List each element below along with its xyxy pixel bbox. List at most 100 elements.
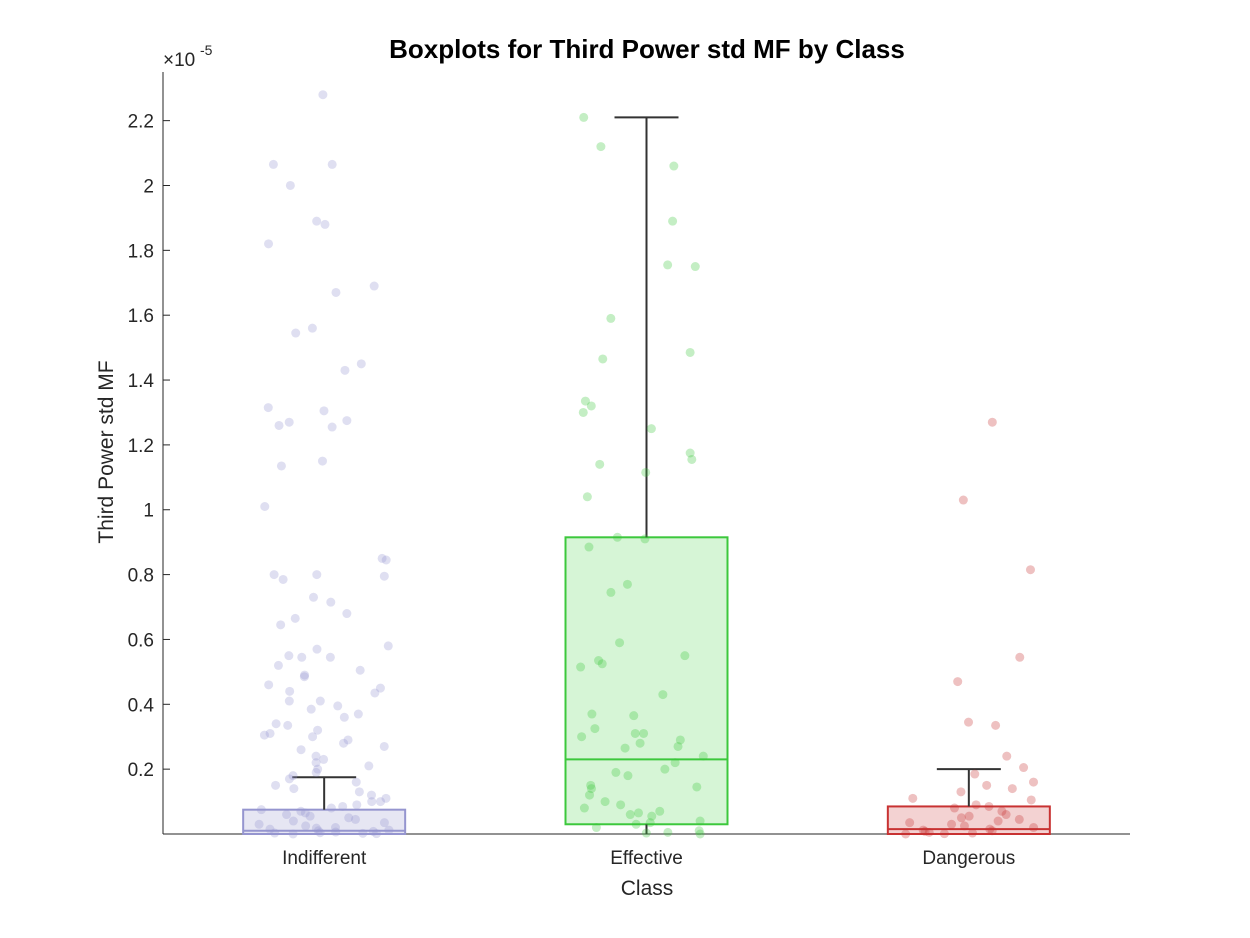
data-point-effective (580, 396, 590, 406)
data-point-effective (646, 424, 656, 434)
data-point-dangerous (920, 826, 930, 836)
data-point-effective (612, 532, 622, 542)
data-point-effective (625, 810, 635, 820)
plot-area: 0.2 0.4 0.6 0.8 1 1.2 1.4 1.6 1.8 2 2.2 Indifferent… (128, 72, 1130, 869)
data-point-indifferent (259, 730, 269, 740)
data-point-effective (670, 758, 680, 768)
data-point-indifferent (284, 417, 294, 427)
data-point-indifferent (350, 814, 360, 824)
data-point-indifferent (318, 90, 328, 100)
data-point-indifferent (317, 456, 327, 466)
y-tick-label: 0.4 (128, 695, 155, 716)
data-point-indifferent (284, 651, 294, 661)
data-point-indifferent (284, 696, 294, 706)
data-point-indifferent (375, 683, 385, 693)
data-point-indifferent (296, 806, 306, 816)
data-point-indifferent (300, 670, 310, 680)
data-point-dangerous (987, 417, 997, 427)
data-point-effective (598, 354, 608, 364)
data-point-dangerous (987, 826, 997, 836)
data-point-effective (658, 690, 668, 700)
data-point-dangerous (1007, 784, 1017, 794)
data-point-dangerous (956, 813, 966, 823)
data-point-indifferent (326, 597, 336, 607)
data-point-indifferent (313, 725, 323, 735)
data-point-effective (577, 732, 587, 742)
data-point-dangerous (1025, 565, 1035, 575)
data-point-indifferent (379, 741, 389, 751)
data-point-indifferent (342, 416, 352, 426)
data-point-indifferent (330, 823, 340, 833)
data-point-dangerous (959, 821, 969, 831)
data-point-indifferent (311, 823, 321, 833)
data-point-indifferent (381, 793, 391, 803)
data-point-dangerous (956, 787, 966, 797)
y-tick-label: 2 (143, 176, 154, 197)
y-tick-label: 1 (143, 501, 154, 522)
data-point-indifferent (263, 403, 273, 413)
data-point-effective (623, 771, 633, 781)
data-point-indifferent (315, 696, 325, 706)
data-point-indifferent (331, 287, 341, 297)
data-point-indifferent (364, 761, 374, 771)
data-point-indifferent (355, 665, 365, 675)
data-point-dangerous (985, 824, 995, 834)
data-point-dangerous (1029, 823, 1039, 833)
data-point-effective (606, 313, 616, 323)
data-point-indifferent (289, 784, 299, 794)
data-point-effective (673, 741, 683, 751)
data-point-indifferent (354, 787, 364, 797)
data-point-indifferent (352, 800, 362, 810)
data-point-indifferent (305, 811, 315, 821)
data-point-indifferent (376, 797, 386, 807)
data-point-indifferent (327, 422, 337, 432)
data-point-indifferent (283, 720, 293, 730)
data-point-effective (600, 797, 610, 807)
chart-title: Boxplots for Third Power std MF by Class (389, 34, 905, 64)
y-tick-label: 1.8 (128, 241, 154, 262)
data-point-dangerous (967, 828, 977, 838)
data-point-effective (631, 819, 641, 829)
data-point-dangerous (908, 793, 918, 803)
data-point-effective (647, 811, 657, 821)
data-point-effective (641, 467, 651, 477)
data-point-dangerous (918, 825, 928, 835)
data-point-indifferent (278, 574, 288, 584)
data-point-effective (595, 459, 605, 469)
data-point-effective (584, 542, 594, 552)
data-point-indifferent (299, 672, 309, 682)
data-point-indifferent (301, 821, 311, 831)
data-point-effective (597, 659, 607, 669)
y-tick-label: 0.2 (128, 760, 154, 781)
y-tick-label: 1.2 (128, 436, 154, 457)
data-point-effective (585, 790, 595, 800)
data-point-indifferent (315, 828, 325, 838)
data-point-indifferent (313, 764, 323, 774)
data-point-indifferent (338, 801, 348, 811)
data-point-dangerous (1019, 763, 1029, 773)
data-point-indifferent (276, 620, 286, 630)
data-point-indifferent (270, 828, 280, 838)
data-point-indifferent (306, 704, 316, 714)
data-point-dangerous (984, 801, 994, 811)
data-point-effective (675, 735, 685, 745)
data-point-effective (692, 782, 702, 792)
data-point-effective (645, 818, 655, 828)
data-point-effective (587, 709, 597, 719)
data-point-effective (663, 260, 673, 270)
data-point-indifferent (333, 701, 343, 711)
data-point-indifferent (384, 825, 394, 835)
data-point-effective (690, 262, 700, 272)
data-point-dangerous (924, 827, 934, 837)
data-point-indifferent (325, 652, 335, 662)
y-axis-exponent: ×10 -5 (163, 42, 213, 71)
data-point-effective (685, 347, 695, 357)
data-point-indifferent (340, 365, 350, 375)
data-point-effective (582, 492, 592, 502)
data-point-indifferent (288, 771, 298, 781)
data-point-indifferent (377, 553, 387, 563)
data-point-effective (695, 816, 705, 826)
data-point-dangerous (982, 780, 992, 790)
data-point-indifferent (342, 609, 352, 619)
data-point-effective (668, 216, 678, 226)
